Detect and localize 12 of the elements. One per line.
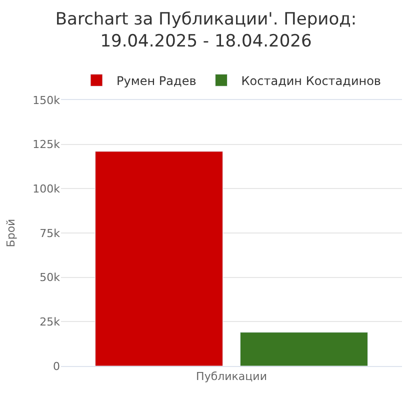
y-tick-label: 50k	[40, 271, 61, 284]
y-tick-label: 125k	[32, 138, 61, 152]
y-tick-label: 75k	[40, 226, 61, 240]
chart-title: Barchart за Публикации'. Период: 19.04.2025 - 18.04.2026	[55, 9, 357, 52]
y-tick-label: 150k	[32, 94, 61, 107]
x-tick-label: Публикации	[196, 370, 267, 384]
legend-label: Костадин Костадинов	[241, 74, 381, 88]
legend-label: Румен Радев	[116, 74, 196, 88]
y-axis-title: Брой	[4, 218, 18, 248]
y-tick-label: 0	[53, 360, 60, 373]
y-tick-label: 25k	[40, 316, 61, 329]
y-tick-label: 100k	[32, 182, 61, 196]
